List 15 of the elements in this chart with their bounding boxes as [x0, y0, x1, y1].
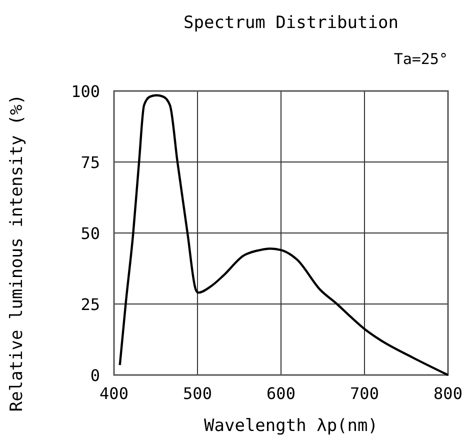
text: Ta=25° — [394, 50, 448, 68]
y-axis-title: Relative luminous intensity (%) — [7, 94, 27, 412]
y-tick-label: 100 — [71, 82, 100, 101]
chart-title: Spectrum Distribution — [184, 13, 398, 33]
y-tick-label: 75 — [80, 153, 100, 172]
y-tick-label: 25 — [80, 295, 100, 314]
x-tick-label: 700 — [350, 384, 379, 403]
x-tick-label: 500 — [183, 384, 212, 403]
y-tick-label: 50 — [80, 224, 100, 243]
line-series — [118, 94, 450, 376]
y-tick-label: 0 — [90, 366, 100, 385]
x-tick-label: 600 — [266, 384, 296, 403]
x-axis-title: Wavelength λp(nm) — [204, 416, 378, 436]
x-tick-label: 400 — [100, 384, 128, 403]
x-tick-label: 800 — [434, 384, 462, 403]
